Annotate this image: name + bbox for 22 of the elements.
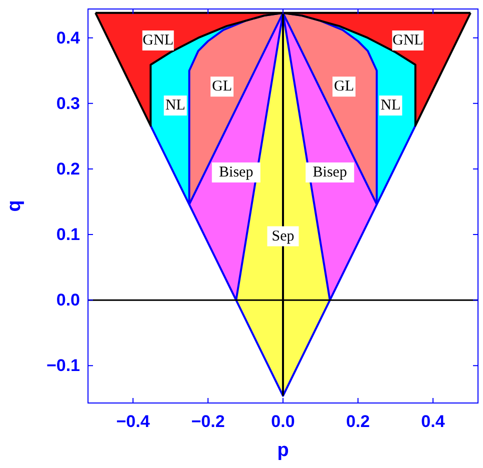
- series-label: NL: [380, 98, 401, 114]
- series-label: NL: [165, 98, 186, 114]
- y-tick-label: 0.0: [56, 290, 80, 310]
- y-axis-title: q: [4, 200, 25, 212]
- series-label: GNL: [142, 32, 174, 48]
- x-tick-label: 0.2: [346, 412, 370, 431]
- series-label: GNL: [392, 32, 424, 48]
- x-tick-label: 0.0: [271, 412, 295, 431]
- series-label: GL: [212, 78, 232, 95]
- y-tick-label: 0.2: [56, 159, 80, 178]
- y-tick-label: −0.1: [46, 356, 80, 376]
- x-axis-title: p: [277, 440, 289, 461]
- y-tick-label: 0.3: [56, 94, 80, 113]
- series-label: Bisep: [312, 164, 347, 180]
- y-tick-label: 0.1: [56, 225, 80, 244]
- series-label: Sep: [272, 228, 294, 244]
- x-tick-label: −0.2: [191, 412, 225, 431]
- x-tick-label: −0.4: [116, 412, 150, 431]
- series-label: GL: [334, 78, 354, 95]
- series-label: Bisep: [219, 164, 254, 180]
- x-tick-label: 0.4: [421, 412, 446, 431]
- y-tick-label: 0.4: [56, 28, 81, 48]
